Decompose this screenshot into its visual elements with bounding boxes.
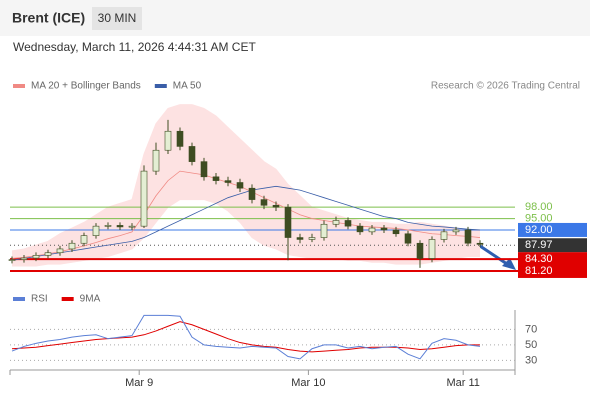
x-tick-label: Mar 10 xyxy=(291,377,325,389)
header-bar xyxy=(0,0,590,36)
level-label-box xyxy=(518,252,587,267)
candle-body xyxy=(212,176,220,181)
ma-line xyxy=(11,185,481,261)
legend-label: RSI xyxy=(31,294,48,305)
ma-line xyxy=(11,170,481,259)
y-tick-label: 70 xyxy=(525,323,537,335)
candle-body xyxy=(224,180,232,183)
interval-badge[interactable] xyxy=(92,7,142,30)
level-label: 84.30 xyxy=(525,253,553,265)
level-label: 98.00 xyxy=(525,201,553,213)
candle-body xyxy=(44,252,52,256)
candle-body xyxy=(128,225,136,228)
forecast-arrowhead xyxy=(502,258,516,270)
level-label-box xyxy=(518,238,587,253)
legend-swatch xyxy=(61,297,74,301)
indicator-line xyxy=(11,314,481,360)
candle-body xyxy=(404,233,412,244)
candle-body xyxy=(368,227,376,233)
timestamp: Wednesday, March 11, 2026 4:44:31 AM CET xyxy=(13,40,256,54)
candle-body xyxy=(116,225,124,228)
candle-body xyxy=(140,170,148,227)
candle-body xyxy=(356,225,364,233)
candle-body xyxy=(80,235,88,244)
candle-body xyxy=(320,223,328,238)
candle-body xyxy=(56,248,64,254)
y-tick-label: 50 xyxy=(525,339,537,351)
indicator-line xyxy=(11,321,480,353)
legend-label: MA 20 + Bollinger Bands xyxy=(31,81,141,92)
candle-body xyxy=(20,257,28,260)
level-label: 81.20 xyxy=(525,265,553,277)
candle-body xyxy=(236,182,244,189)
candle-body xyxy=(308,237,316,240)
candle-body xyxy=(344,220,352,227)
candle-body xyxy=(260,199,268,206)
credit: Research © 2026 Trading Central xyxy=(431,81,580,92)
legend-label: MA 50 xyxy=(173,81,202,92)
legend-swatch xyxy=(154,84,167,88)
x-tick-label: Mar 9 xyxy=(125,377,153,389)
y-tick-label: 30 xyxy=(525,354,537,366)
candle-body xyxy=(284,206,292,238)
legend-swatch xyxy=(13,297,25,301)
candle-body xyxy=(296,237,304,240)
candle-body xyxy=(428,239,436,259)
candle-body xyxy=(68,242,76,250)
candle-body xyxy=(152,149,160,172)
x-tick-label: Mar 11 xyxy=(446,377,479,389)
forecast-arrow xyxy=(479,244,511,268)
bollinger-fill xyxy=(12,104,480,267)
candle-body xyxy=(452,229,460,233)
legend-swatch xyxy=(13,84,25,88)
level-label: 87.97 xyxy=(525,239,553,251)
candle-body xyxy=(104,225,112,227)
candle-body xyxy=(272,204,280,208)
candle-body xyxy=(188,146,196,162)
candle-body xyxy=(164,130,172,151)
legend-label: 9MA xyxy=(80,294,101,305)
level-label-box xyxy=(518,263,587,278)
candle-body xyxy=(8,259,16,261)
candle-body xyxy=(92,225,100,236)
interval: 30 MIN xyxy=(98,11,137,25)
candle-body xyxy=(248,187,256,200)
candle-body xyxy=(440,231,448,240)
candle-body xyxy=(416,242,424,259)
level-label-box xyxy=(518,222,587,237)
level-label: 95.00 xyxy=(525,212,553,224)
candle-body xyxy=(380,227,388,231)
candle-body xyxy=(200,161,208,178)
instrument-title: Brent (ICE) xyxy=(12,10,85,26)
candle-body xyxy=(176,130,184,147)
level-label: 92.00 xyxy=(525,224,553,236)
candle-body xyxy=(332,220,340,225)
candle-body xyxy=(32,255,40,259)
candle-body xyxy=(464,229,472,244)
candle-body xyxy=(392,229,400,235)
candle-body xyxy=(476,242,484,245)
